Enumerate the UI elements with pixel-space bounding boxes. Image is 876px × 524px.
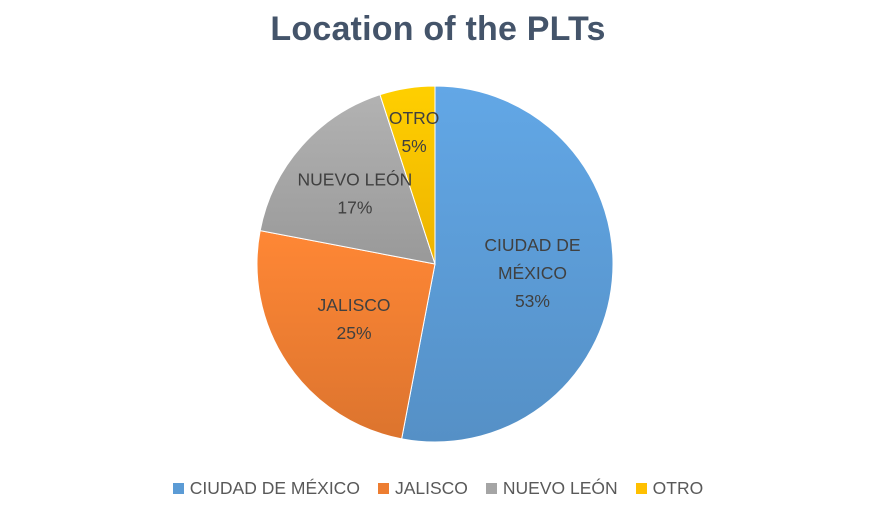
legend-label: OTRO [652,478,704,498]
legend-label: NUEVO LEÓN [502,478,618,498]
legend-item-nuevo-leon: NUEVO LEÓN [485,478,618,499]
legend-item-ciudad-de-mexico: CIUDAD DE MÉXICO [172,478,360,499]
legend-swatch [485,483,497,494]
pie-slice-ciudad-de-mexico [401,85,614,443]
legend-label: CIUDAD DE MÉXICO [189,478,360,498]
data-label-otro: OTRO 5% [389,108,440,156]
legend-item-otro: OTRO [635,478,704,499]
pie-chart: CIUDAD DE MÉXICO 53% JALISCO 25% NUEVO LEÓN 17… [256,85,614,443]
legend-swatch [635,483,647,494]
legend-swatch [172,483,184,494]
legend-label: JALISCO [394,478,468,498]
pie-slice-otro [379,85,436,265]
chart-title: Location of the PLTs [270,10,606,48]
data-label-jalisco: JALISCO 25% [318,295,391,343]
data-label-ciudad-de-mexico: CIUDAD DE MÉXICO 53% [484,235,580,311]
chart-legend: CIUDAD DE MÉXICO JALISCO NUEVO LEÓN OTRO [0,478,876,499]
legend-item-jalisco: JALISCO [377,478,468,499]
pie-slice-jalisco [256,230,436,440]
legend-swatch [377,483,389,494]
pie-slice-nuevo-leon [259,94,436,265]
data-label-nuevo-leon: NUEVO LEÓN 17% [298,168,413,217]
